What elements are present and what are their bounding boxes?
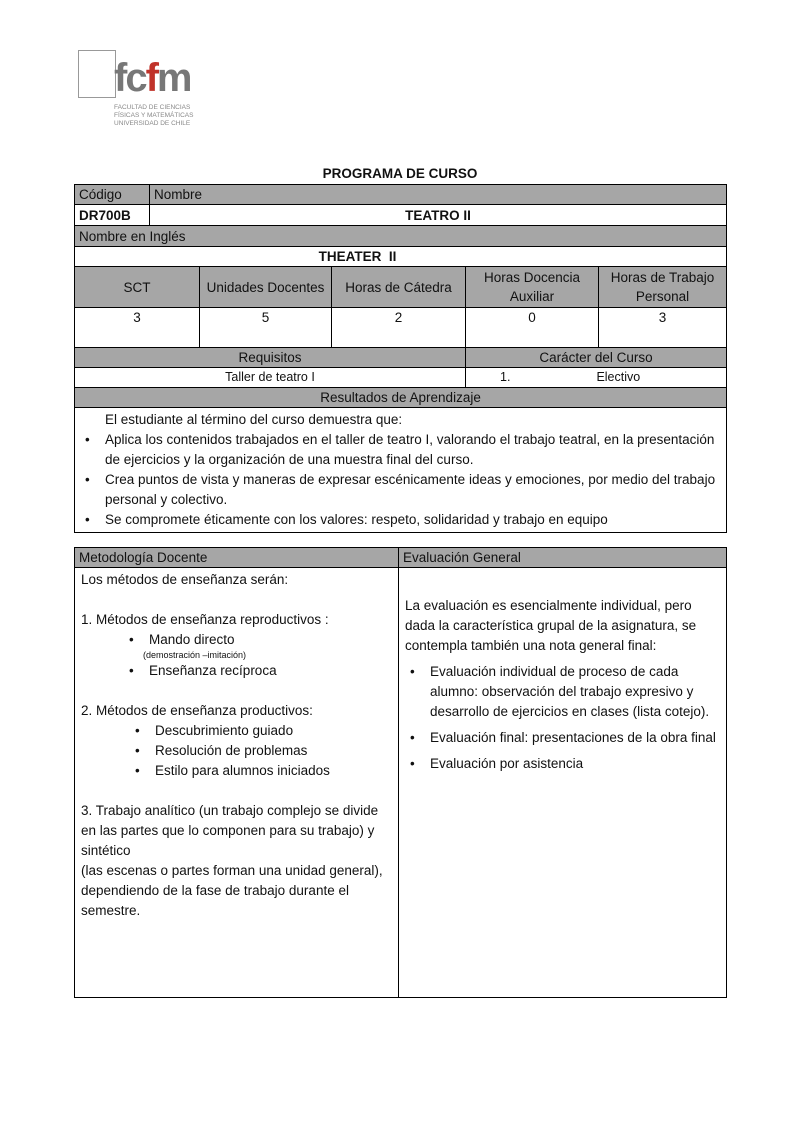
page-title: PROGRAMA DE CURSO: [322, 166, 478, 181]
evaluacion-content: La evaluación es esencialmente individua…: [398, 567, 727, 998]
resultados-intro: El estudiante al término del curso demue…: [105, 412, 403, 427]
resultado-item: Crea puntos de vista y maneras de expres…: [85, 470, 722, 510]
header-auxiliar: Horas Docencia Auxiliar: [465, 266, 599, 308]
method-item: Mando directo: [129, 630, 392, 650]
caracter-text: Electivo: [596, 370, 641, 384]
name-label: Nombre: [148, 184, 728, 205]
resultado-item: Aplica los contenidos trabajados en el t…: [85, 430, 722, 470]
value-unidades: 5: [199, 307, 332, 348]
code-label: Código: [74, 184, 150, 205]
course-table: Código Nombre DR700B TEATRO II Nombre en I…: [73, 184, 728, 533]
section-analitico-cont: (las escenas o partes forman una unidad …: [81, 863, 383, 918]
course-code: DR700B: [74, 204, 150, 226]
evaluacion-item: Evaluación por asistencia: [410, 754, 720, 774]
value-sct: 3: [74, 307, 200, 348]
resultados-content: El estudiante al término del curso demue…: [73, 407, 728, 533]
header-catedra: Horas de Cátedra: [331, 266, 466, 308]
university-crest-icon: [78, 50, 116, 98]
evaluacion-label: Evaluación General: [398, 547, 727, 568]
value-personal: 3: [597, 307, 728, 348]
evaluacion-intro: La evaluación es esencialmente individua…: [405, 598, 697, 653]
header-unidades: Unidades Docentes: [199, 266, 332, 308]
requisitos-value: Taller de teatro I: [74, 367, 466, 388]
section-productivos: 2. Métodos de enseñanza productivos:: [81, 703, 313, 718]
metodologia-label: Metodología Docente: [74, 547, 399, 568]
header-sct: SCT: [74, 266, 200, 308]
method-note: (demostración –imitación): [143, 650, 247, 660]
english-name-label: Nombre en Inglés: [73, 225, 728, 247]
value-catedra: 2: [331, 307, 466, 348]
english-name: THEATER II: [73, 246, 728, 267]
logo-subtitle: FACULTAD DE CIENCIAS FÍSICAS Y MATEMÁTIC…: [114, 104, 194, 127]
resultado-item: Se compromete éticamente con los valores…: [85, 510, 722, 530]
logo-text: fcfm: [114, 56, 192, 100]
resultados-label: Resultados de Aprendizaje: [73, 387, 728, 408]
evaluacion-item: Evaluación individual de proceso de cada…: [410, 662, 720, 722]
metodologia-content: Los métodos de enseñanza serán: 1. Métod…: [74, 567, 399, 998]
section-reproductivos: 1. Métodos de enseñanza reproductivos :: [81, 612, 329, 627]
method-item: Enseñanza recíproca: [129, 661, 392, 681]
requisitos-label: Requisitos: [74, 347, 466, 368]
section-analitico: 3. Trabajo analítico (un trabajo complej…: [81, 803, 379, 858]
method-item: Descubrimiento guiado: [135, 721, 392, 741]
value-auxiliar: 0: [465, 307, 599, 348]
course-name: TEATRO II: [148, 204, 728, 226]
caracter-number: 1.: [500, 370, 511, 384]
header-personal: Horas de Trabajo Personal: [597, 266, 728, 308]
method-item: Estilo para alumnos iniciados: [135, 761, 392, 781]
caracter-value: 1. Electivo: [464, 367, 728, 388]
metodologia-intro: Los métodos de enseñanza serán:: [81, 572, 289, 587]
methodology-table: Metodología Docente Evaluación General Lo…: [74, 547, 727, 998]
fcfm-logo: fcfm FACULTAD DE CIENCIAS FÍSICAS Y MATE…: [74, 44, 204, 132]
caracter-label: Carácter del Curso: [464, 347, 728, 368]
method-item: Resolución de problemas: [135, 741, 392, 761]
evaluacion-item: Evaluación final: presentaciones de la o…: [410, 728, 720, 748]
